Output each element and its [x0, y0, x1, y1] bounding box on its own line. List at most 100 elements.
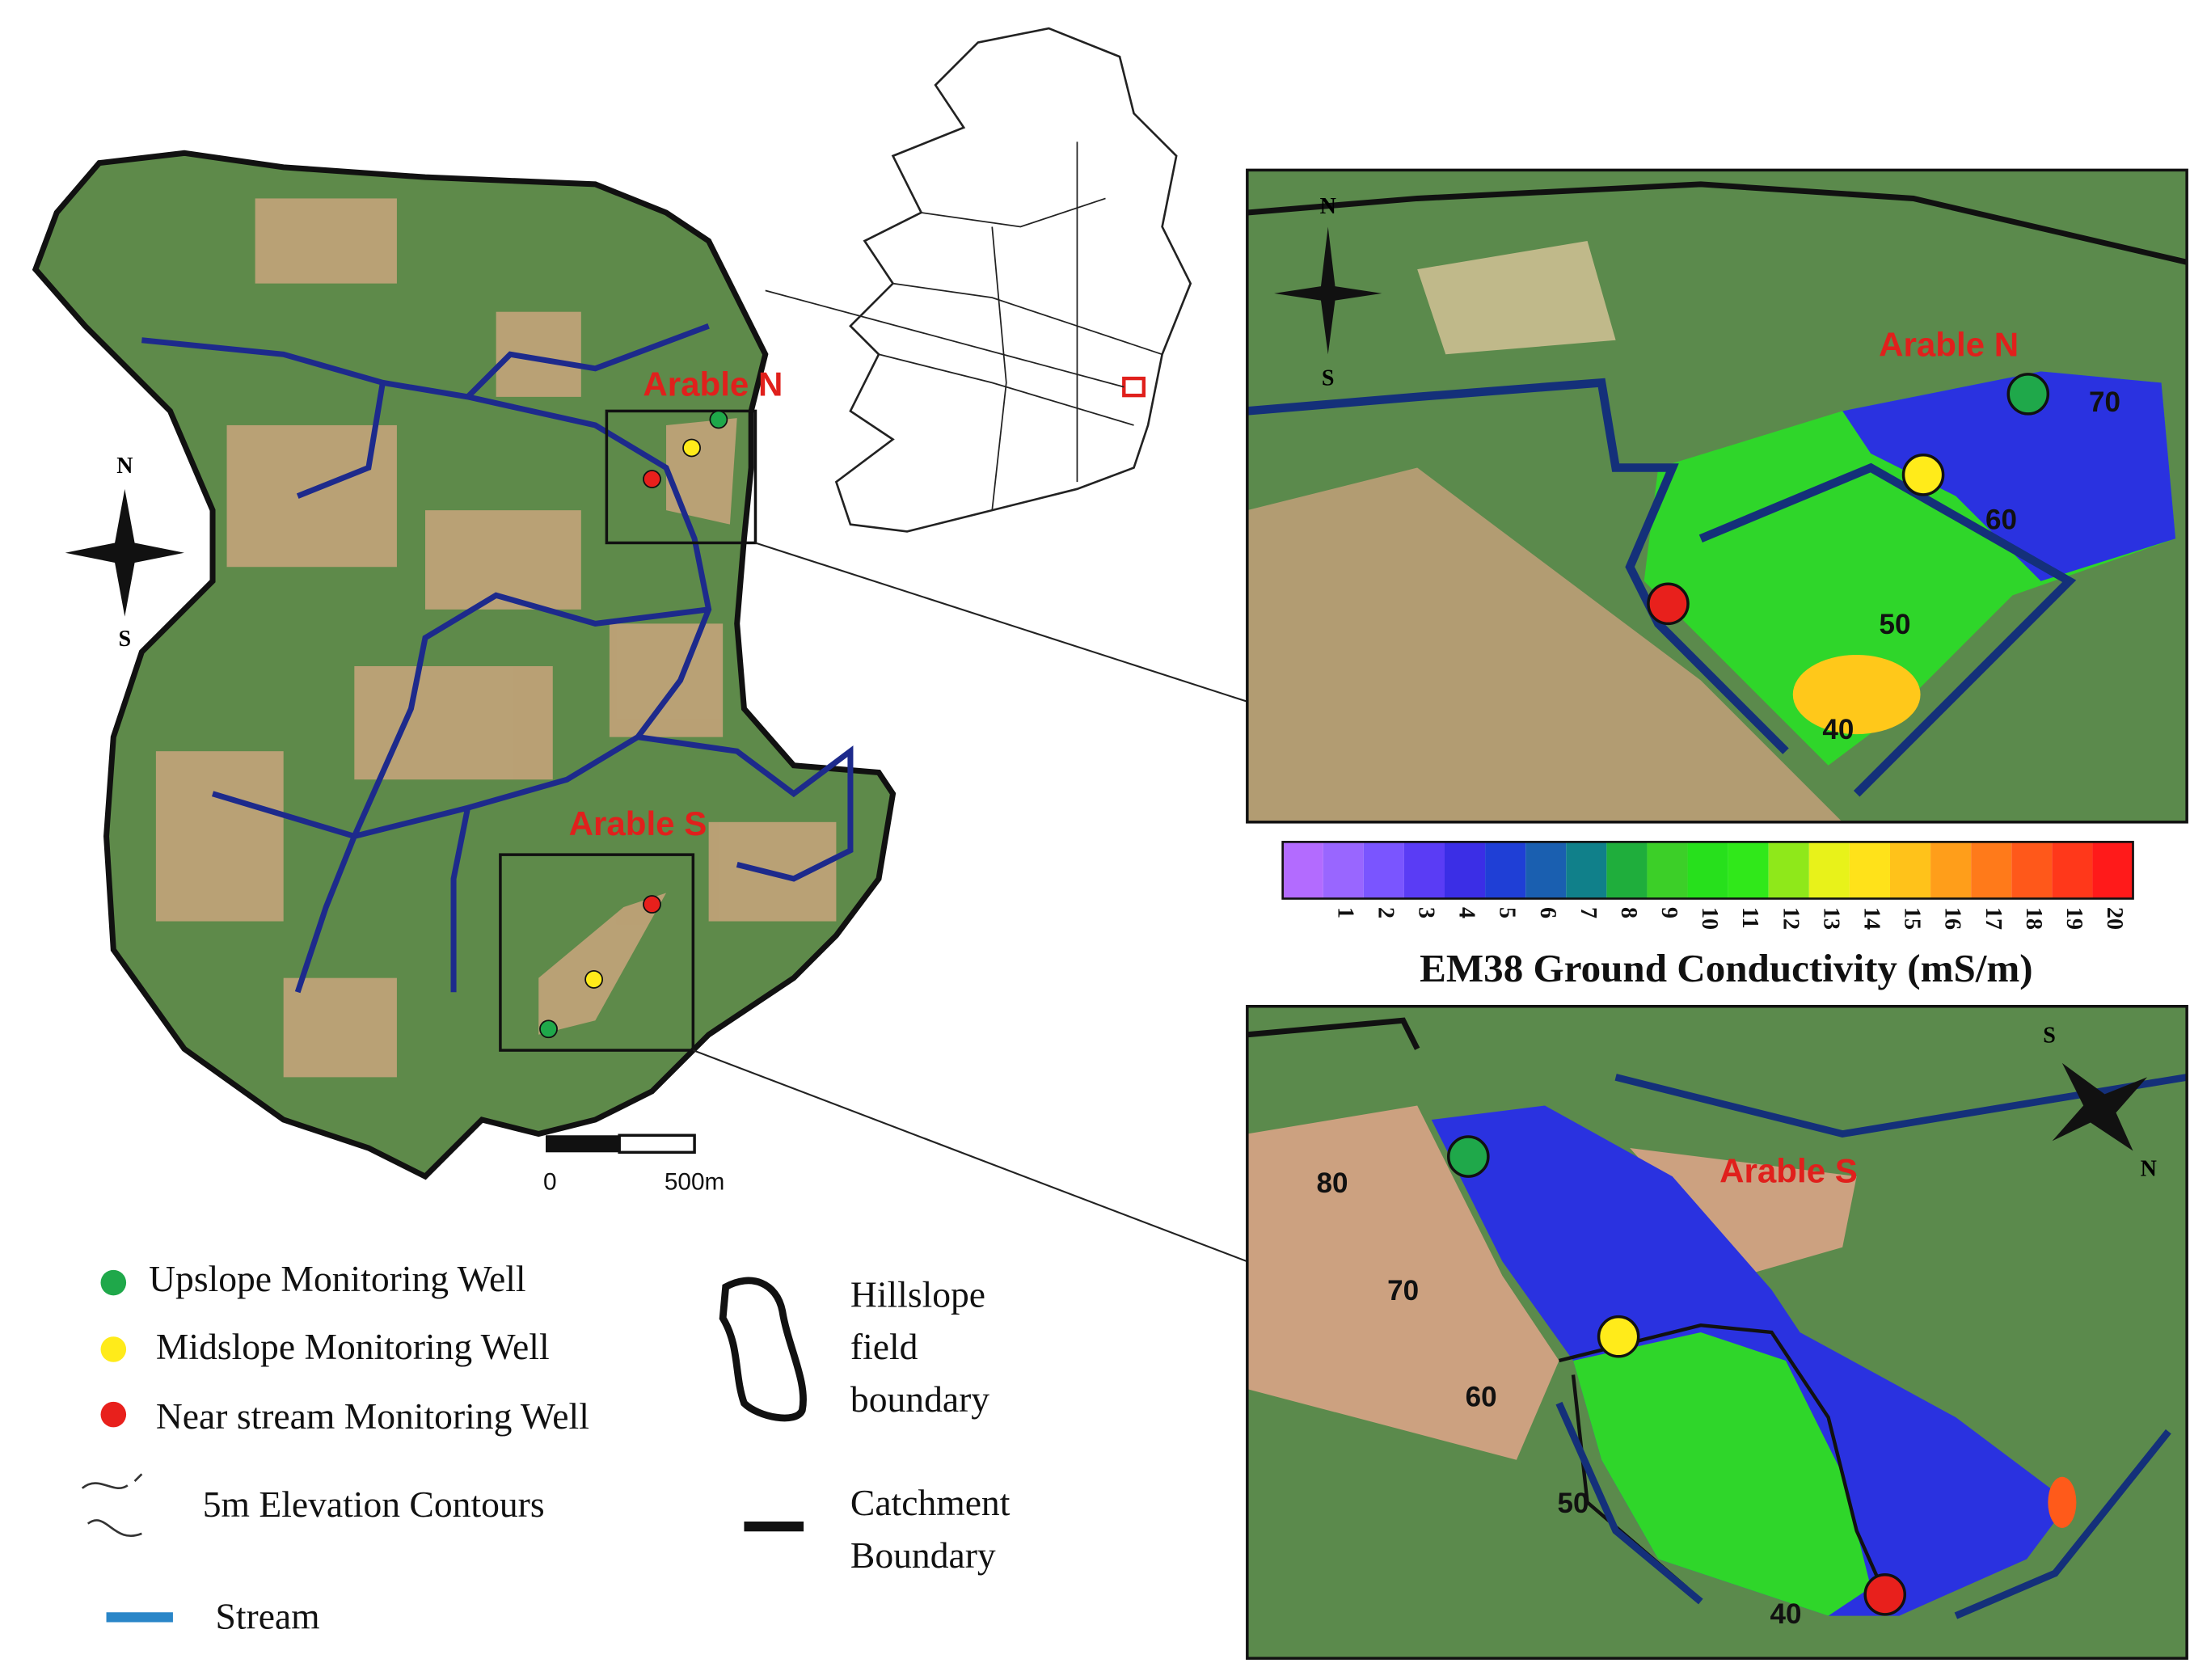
arable-n-label: Arable N — [643, 365, 783, 403]
well-near-stream — [643, 895, 661, 914]
colorbar-cell — [1728, 842, 1769, 899]
legend-label: 5m Elevation Contours — [203, 1484, 545, 1525]
contour-label: 40 — [1770, 1598, 1802, 1630]
colorbar-tick-label: 11 — [1737, 907, 1762, 929]
legend-label: Stream — [216, 1595, 320, 1636]
colorbar-cell — [1930, 842, 1972, 899]
stream — [141, 337, 712, 839]
well-upslope — [1447, 1135, 1490, 1178]
county-lines — [878, 141, 1162, 511]
colorbar-tick-label: 12 — [1778, 907, 1803, 930]
legend-label: boundary — [850, 1378, 989, 1420]
contour-label: 40 — [1822, 714, 1854, 745]
legend-label: Boundary — [850, 1534, 996, 1576]
stream — [294, 592, 710, 994]
contour-label: 70 — [1387, 1275, 1419, 1306]
em38-low — [1573, 1332, 1871, 1616]
colorbar-cell — [1647, 842, 1688, 899]
scale-bar — [618, 1133, 696, 1154]
connector — [755, 542, 1248, 703]
field — [1247, 1105, 1559, 1460]
catchment-map: Arable N Arable S N S 0 500m — [32, 150, 897, 1196]
colorbar-cell — [1768, 842, 1809, 899]
compass-n: N — [116, 454, 133, 479]
compass-s: S — [1322, 365, 1335, 390]
field — [255, 198, 397, 284]
compass-n: N — [1320, 194, 1336, 219]
colorbar-tick-label: 15 — [1900, 907, 1925, 930]
well-midslope — [682, 438, 701, 458]
field — [1417, 241, 1616, 355]
well-midslope — [584, 970, 604, 989]
legend-label: Catchment — [850, 1482, 1011, 1523]
legend-label: field — [850, 1326, 918, 1367]
panel-south: S N Arable S 80 70 60 50 40 — [1246, 1004, 2188, 1660]
well-midslope — [1901, 454, 1945, 496]
well-upslope — [2006, 373, 2050, 416]
colorbar-cell — [1403, 842, 1445, 899]
panel-frame — [1246, 168, 2188, 824]
stream — [1555, 1074, 2188, 1619]
colorbar-frame — [1281, 841, 2134, 900]
colorbar-cell — [1282, 842, 1323, 899]
contour-label: 50 — [1558, 1488, 1589, 1519]
arable-s-label: Arable S — [1719, 1152, 1858, 1190]
colorbar-cell — [1566, 842, 1607, 899]
legend-swatch — [81, 1473, 143, 1537]
colorbar-cell — [2092, 842, 2133, 899]
colorbar-tick-label: 16 — [1940, 907, 1965, 930]
well-near-stream — [643, 470, 661, 488]
field — [226, 424, 397, 568]
well-near-stream — [1647, 582, 1690, 626]
legend-swatch — [100, 1336, 127, 1362]
compass-s: S — [119, 627, 132, 652]
catchment-boundary — [1247, 1017, 1420, 1050]
field — [538, 893, 667, 1035]
inset-box-north — [605, 409, 757, 545]
colorbar-cell — [1606, 842, 1648, 899]
colorbar-cell — [2011, 842, 2053, 899]
colorbar-cell — [1525, 842, 1567, 899]
colorbar-tick-label: 20 — [2102, 907, 2127, 930]
colorbar-tick-label: 8 — [1616, 907, 1641, 918]
colorbar-tick-label: 10 — [1697, 907, 1722, 930]
colorbar-cell — [1687, 842, 1728, 899]
catchment-boundary — [1247, 181, 2188, 265]
well-near-stream — [1863, 1572, 1907, 1616]
legend-label: Hillslope — [850, 1273, 985, 1315]
well-upslope — [539, 1019, 558, 1039]
field — [666, 418, 737, 525]
catchment-boundary — [32, 150, 897, 1180]
colorbar-cell — [1323, 842, 1364, 899]
colorbar-tick-label: 18 — [2021, 907, 2046, 930]
scale-bar — [546, 1135, 620, 1153]
colorbar-cell — [1808, 842, 1850, 899]
compass-n: N — [2141, 1157, 2157, 1182]
colorbar-tick-label: 6 — [1535, 907, 1560, 918]
stream — [296, 323, 710, 499]
colorbar-title: EM38 Ground Conductivity (mS/m) — [1420, 946, 2033, 990]
legend-swatch — [100, 1401, 127, 1428]
em38-hot — [2048, 1476, 2077, 1528]
scale-start: 0 — [543, 1169, 557, 1196]
legend-label: Midslope Monitoring Well — [156, 1326, 550, 1367]
colorbar-cell — [1889, 842, 1931, 899]
arable-s-label: Arable S — [569, 804, 707, 842]
em38-low — [1792, 654, 1921, 735]
em38-high — [1842, 371, 2176, 581]
compass-s: S — [2043, 1024, 2056, 1049]
stream — [450, 734, 854, 993]
contour-label: 50 — [1880, 609, 1911, 640]
colorbar-cell — [1363, 842, 1404, 899]
colorbar-tick-label: 13 — [1818, 907, 1843, 930]
well-upslope — [709, 410, 728, 429]
colorbar-cell — [2052, 842, 2093, 899]
scale-end: 500m — [665, 1169, 725, 1196]
colorbar-tick-label: 4 — [1454, 907, 1479, 918]
field — [283, 977, 397, 1078]
legend-label: Upslope Monitoring Well — [149, 1258, 525, 1299]
connector — [692, 1049, 1248, 1263]
colorbar-cell — [1485, 842, 1526, 899]
